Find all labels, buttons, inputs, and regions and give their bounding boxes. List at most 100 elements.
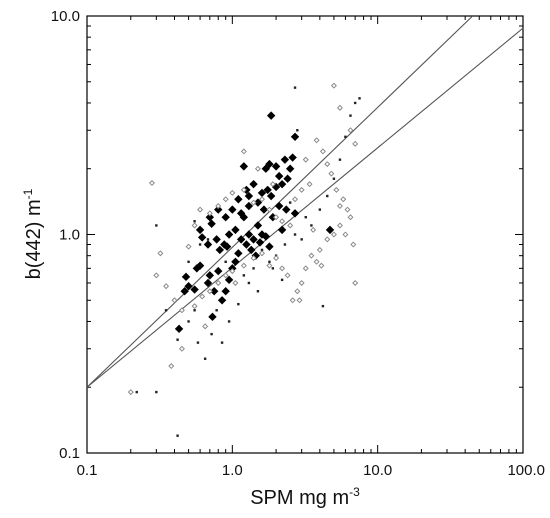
data-point-open-diamond xyxy=(347,127,354,134)
data-point-small-dot xyxy=(196,341,200,344)
data-point-open-diamond xyxy=(298,186,305,193)
data-point-large-diamond xyxy=(244,191,254,201)
data-point-large-diamond xyxy=(203,240,213,249)
data-point-large-diamond xyxy=(285,164,295,173)
data-point-open-diamond xyxy=(229,268,236,275)
data-point-open-diamond xyxy=(336,222,343,229)
data-point-large-diamond xyxy=(214,266,223,276)
data-point-small-dot xyxy=(271,267,275,270)
data-point-small-dot xyxy=(203,357,207,360)
data-point-large-diamond xyxy=(234,195,243,204)
data-point-small-dot xyxy=(210,332,213,336)
data-point-open-diamond xyxy=(302,265,309,272)
data-point-open-diamond xyxy=(250,199,257,206)
data-point-open-diamond xyxy=(328,170,335,177)
data-point-large-diamond xyxy=(181,272,191,282)
data-point-large-diamond xyxy=(236,235,246,244)
data-point-open-diamond xyxy=(292,196,299,203)
y-tick-label: 0.1 xyxy=(59,445,80,462)
data-point-open-diamond xyxy=(191,303,198,310)
data-point-open-diamond xyxy=(199,293,206,300)
data-point-large-diamond xyxy=(228,205,237,214)
data-point-large-diamond xyxy=(274,171,284,181)
data-point-open-diamond xyxy=(178,345,185,352)
y-axis-title-superscript: -1 xyxy=(21,188,35,199)
data-point-open-diamond xyxy=(273,255,280,262)
y-tick-label: 1.0 xyxy=(59,227,80,244)
data-point-small-dot xyxy=(227,320,231,323)
data-point-large-diamond xyxy=(184,281,193,291)
data-point-open-diamond xyxy=(163,283,170,290)
data-point-large-diamond xyxy=(288,153,297,162)
data-point-small-dot xyxy=(288,201,292,204)
data-point-open-diamond xyxy=(240,262,247,269)
data-points xyxy=(127,82,361,437)
data-point-large-diamond xyxy=(255,238,265,247)
data-point-small-dot xyxy=(155,390,158,394)
regression-line xyxy=(86,27,524,388)
data-point-open-diamond xyxy=(313,137,320,144)
data-point-open-diamond xyxy=(215,203,222,210)
data-point-large-diamond xyxy=(231,225,240,235)
data-point-large-diamond xyxy=(212,235,221,244)
data-point-open-diamond xyxy=(202,323,209,330)
data-point-large-diamond xyxy=(265,242,274,251)
data-point-large-diamond xyxy=(257,188,267,198)
data-point-large-diamond xyxy=(271,162,281,171)
data-point-open-diamond xyxy=(250,255,257,262)
data-point-large-diamond xyxy=(282,205,291,214)
data-point-large-diamond xyxy=(190,285,199,294)
data-point-open-diamond xyxy=(294,288,301,295)
data-point-large-diamond xyxy=(290,209,300,218)
data-point-small-dot xyxy=(260,248,264,252)
data-point-open-diamond xyxy=(240,186,247,193)
regression-lines xyxy=(86,15,524,388)
data-point-open-diamond xyxy=(148,180,155,187)
data-point-large-diamond xyxy=(280,155,290,164)
data-point-open-diamond xyxy=(258,250,266,257)
data-point-large-diamond xyxy=(217,296,227,305)
data-point-large-diamond xyxy=(244,201,254,211)
data-point-open-diamond xyxy=(287,222,294,229)
data-point-small-dot xyxy=(176,338,179,341)
data-point-open-diamond xyxy=(347,214,354,221)
data-point-small-dot xyxy=(193,220,196,223)
data-point-large-diamond xyxy=(234,249,243,258)
data-point-large-diamond xyxy=(215,245,225,255)
data-point-small-dot xyxy=(344,135,347,138)
data-point-open-diamond xyxy=(352,279,359,286)
data-point-open-diamond xyxy=(269,181,276,188)
data-point-small-dot xyxy=(164,309,168,312)
data-point-small-dot xyxy=(318,208,322,211)
data-point-small-dot xyxy=(198,243,202,246)
data-point-large-diamond xyxy=(266,191,276,201)
x-tick-label: 0.1 xyxy=(77,462,98,479)
y-axis-title: b(442) m-1 xyxy=(21,188,45,279)
data-point-open-diamond xyxy=(298,279,305,286)
data-point-open-diamond xyxy=(127,389,134,396)
data-point-small-dot xyxy=(293,233,297,236)
data-point-open-diamond xyxy=(289,297,296,304)
data-point-small-dot xyxy=(358,97,361,100)
x-tick-label: 10.0 xyxy=(363,462,392,479)
data-point-open-diamond xyxy=(206,210,213,217)
data-point-open-diamond xyxy=(313,258,320,265)
data-point-open-diamond xyxy=(308,252,315,259)
data-point-open-diamond xyxy=(330,82,337,89)
data-point-small-dot xyxy=(300,238,303,241)
data-point-large-diamond xyxy=(221,287,230,296)
data-point-small-dot xyxy=(187,320,190,323)
data-point-large-diamond xyxy=(277,179,287,189)
data-point-open-diamond xyxy=(316,246,323,253)
data-point-open-diamond xyxy=(324,161,331,168)
data-point-open-diamond xyxy=(336,104,343,111)
data-point-large-diamond xyxy=(266,111,276,120)
data-point-open-diamond xyxy=(178,307,185,314)
data-point-small-dot xyxy=(155,224,158,227)
data-point-open-diamond xyxy=(258,196,266,203)
data-point-large-diamond xyxy=(265,159,274,169)
data-point-large-diamond xyxy=(220,240,229,249)
data-point-open-diamond xyxy=(232,279,239,286)
data-point-large-diamond xyxy=(263,185,272,195)
